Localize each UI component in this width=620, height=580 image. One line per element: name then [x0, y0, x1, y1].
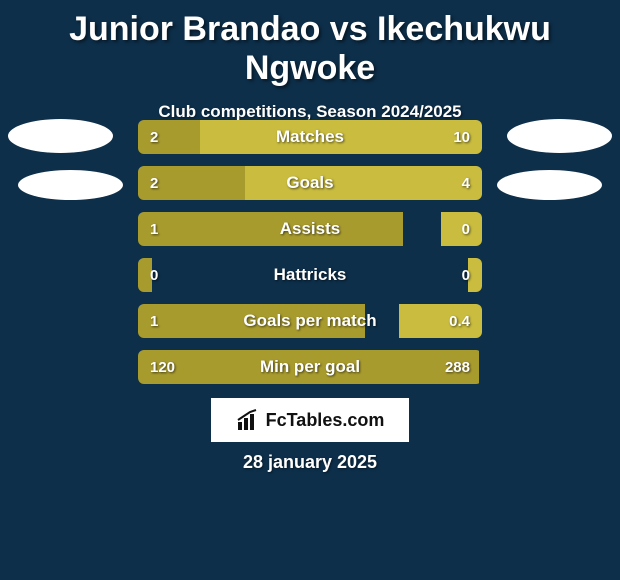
page-title: Junior Brandao vs Ikechukwu Ngwoke	[0, 0, 620, 88]
value-right: 10	[453, 120, 470, 154]
stat-label: Hattricks	[138, 258, 482, 292]
value-right: 0	[462, 258, 470, 292]
comparison-chart: 210Matches24Goals10Assists00Hattricks10.…	[138, 120, 482, 396]
page-subtitle: Club competitions, Season 2024/2025	[0, 102, 620, 122]
value-left: 2	[150, 166, 158, 200]
value-right: 288	[445, 350, 470, 384]
value-left: 2	[150, 120, 158, 154]
stat-row: 10Assists	[138, 212, 482, 246]
fctables-logo: FcTables.com	[211, 398, 409, 442]
bar-right	[245, 166, 482, 200]
stat-row: 210Matches	[138, 120, 482, 154]
logo-text: FcTables.com	[266, 410, 385, 431]
bar-left	[138, 212, 403, 246]
chart-icon	[236, 408, 260, 432]
stat-row: 120288Min per goal	[138, 350, 482, 384]
bar-left	[138, 350, 479, 384]
stat-row: 10.4Goals per match	[138, 304, 482, 338]
value-right: 0	[462, 212, 470, 246]
value-left: 120	[150, 350, 175, 384]
value-right: 0.4	[449, 304, 470, 338]
value-right: 4	[462, 166, 470, 200]
stat-row: 0 0Hattricks	[138, 258, 482, 292]
player-right-avatar-2	[497, 170, 602, 200]
value-left: 1	[150, 304, 158, 338]
bar-left	[138, 304, 365, 338]
value-left: 0	[150, 258, 158, 292]
stat-row: 24Goals	[138, 166, 482, 200]
bar-right	[200, 120, 482, 154]
bar-left	[138, 120, 200, 154]
player-left-avatar	[8, 119, 113, 153]
player-left-avatar-2	[18, 170, 123, 200]
player-right-avatar	[507, 119, 612, 153]
snapshot-date: 28 january 2025	[0, 452, 620, 473]
value-left: 1	[150, 212, 158, 246]
bar-right	[468, 258, 482, 292]
